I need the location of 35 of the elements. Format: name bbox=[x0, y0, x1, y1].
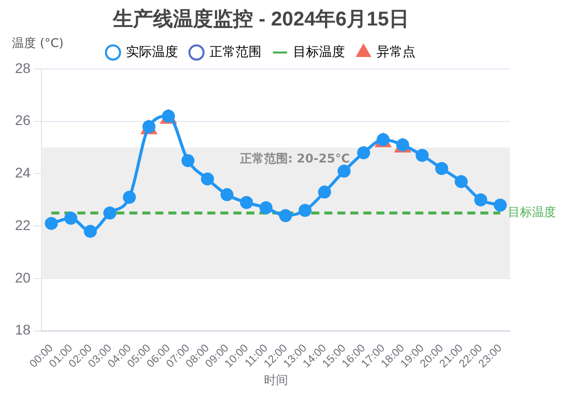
point bbox=[298, 204, 312, 217]
y-tick-label: 24 bbox=[14, 164, 31, 181]
point bbox=[494, 198, 507, 212]
point bbox=[435, 162, 448, 175]
legend-label: 实际温度 bbox=[126, 44, 178, 60]
point bbox=[454, 175, 468, 188]
text: 目标温度 bbox=[508, 205, 556, 220]
legend-label: 异常点 bbox=[376, 44, 416, 60]
point bbox=[220, 188, 234, 202]
point bbox=[240, 196, 254, 210]
point bbox=[338, 164, 351, 178]
x-axis-title: 时间 bbox=[264, 373, 288, 388]
y-tick-label: 28 bbox=[14, 60, 31, 76]
point bbox=[474, 193, 488, 206]
point bbox=[200, 172, 214, 186]
y-tick-label: 22 bbox=[14, 216, 31, 233]
band-label: 正常范围: 20-25°C bbox=[238, 152, 350, 166]
y-axis-title: 温度 (°C) bbox=[12, 36, 64, 50]
point bbox=[416, 148, 429, 162]
point bbox=[64, 212, 78, 225]
y-tick-label: 20 bbox=[14, 269, 31, 286]
y-tick-label: 26 bbox=[14, 112, 31, 128]
point bbox=[357, 146, 370, 160]
point bbox=[103, 206, 116, 220]
legend-label: 目标温度 bbox=[293, 44, 345, 60]
point bbox=[181, 154, 194, 168]
point bbox=[260, 201, 273, 214]
point bbox=[279, 209, 292, 222]
point bbox=[122, 190, 136, 204]
legend-label: 正常范围 bbox=[210, 44, 262, 60]
point bbox=[44, 216, 58, 230]
y-tick-label: 18 bbox=[14, 322, 31, 338]
chart-title: 生产线温度监控 - 2024年6月15日 bbox=[112, 8, 409, 31]
point bbox=[318, 186, 332, 199]
point bbox=[84, 224, 97, 238]
